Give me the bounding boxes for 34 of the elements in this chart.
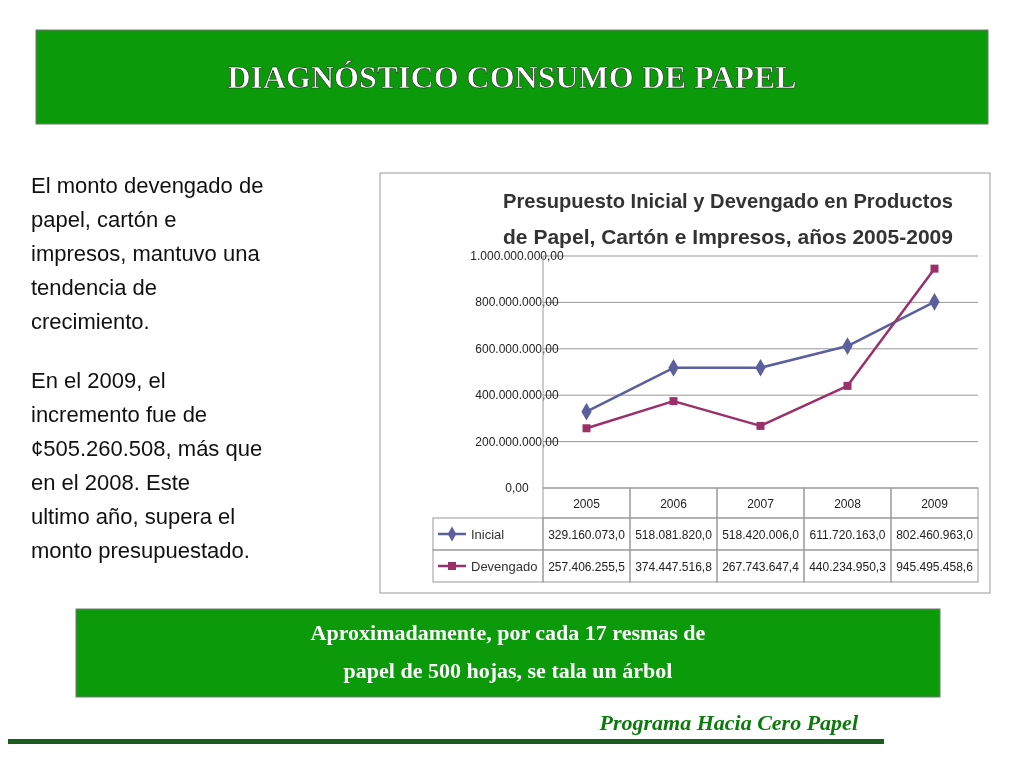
- point: [756, 421, 765, 430]
- text: Aproximadamente, por cada 17 resmas de papel de 500 hojas, se tala un árbol: [310, 620, 706, 683]
- data-label: 518.420.006,0: [722, 528, 800, 542]
- data-label: 802.460.963,0: [896, 528, 974, 542]
- x-tick-label: 2005: [573, 497, 601, 511]
- point: [930, 264, 939, 273]
- x-tick-label: 2006: [660, 497, 688, 511]
- point: [843, 381, 852, 390]
- legend-label: Inicial: [471, 527, 505, 542]
- data-label: 329.160.073,0: [548, 528, 626, 542]
- text: DIAGNÓSTICO CONSUMO DE PAPEL: [227, 59, 797, 95]
- data-label: 257.406.255,5: [548, 560, 626, 574]
- y-tick-label: 1.000.000.000,00: [470, 249, 565, 263]
- y-tick-label: 200.000.000,00: [475, 434, 560, 449]
- point: [582, 424, 591, 433]
- text: En el 2009, el incremento fue de ¢505.260.508, más que en el 2008. Este ultimo año, supera el monto presupuestado.: [31, 368, 263, 563]
- y-tick-label: 800.000.000,00: [475, 295, 560, 310]
- legend-label: Devengado: [471, 559, 538, 574]
- y-tick-label: 400.000.000,00: [475, 388, 560, 403]
- data-label: 518.081.820,0: [635, 528, 713, 542]
- x-tick-label: 2009: [921, 497, 949, 511]
- text: Programa Hacia Cero Papel: [598, 710, 859, 735]
- y-tick-label: 600.000.000,00: [475, 341, 560, 356]
- text: El monto devengado de papel, cartón e impresos, mantuvo una tendencia de crecimiento.: [31, 173, 264, 334]
- x-tick-label: 2008: [834, 497, 862, 511]
- chart-title: Presupuesto Inicial y Devengado en Productos de Papel, Cartón e Impresos, años 2005-2009: [503, 189, 973, 248]
- data-label: 267.743.647,4: [722, 560, 800, 574]
- data-label: 611.720.163,0: [809, 528, 886, 542]
- y-tick-label: 0,00: [505, 481, 529, 495]
- data-label: 945.495.458,6: [896, 560, 974, 574]
- point: [669, 397, 678, 406]
- data-label: 440.234.950,3: [809, 560, 887, 574]
- data-label: 374.447.516,8: [635, 560, 713, 574]
- x-tick-label: 2007: [747, 497, 775, 511]
